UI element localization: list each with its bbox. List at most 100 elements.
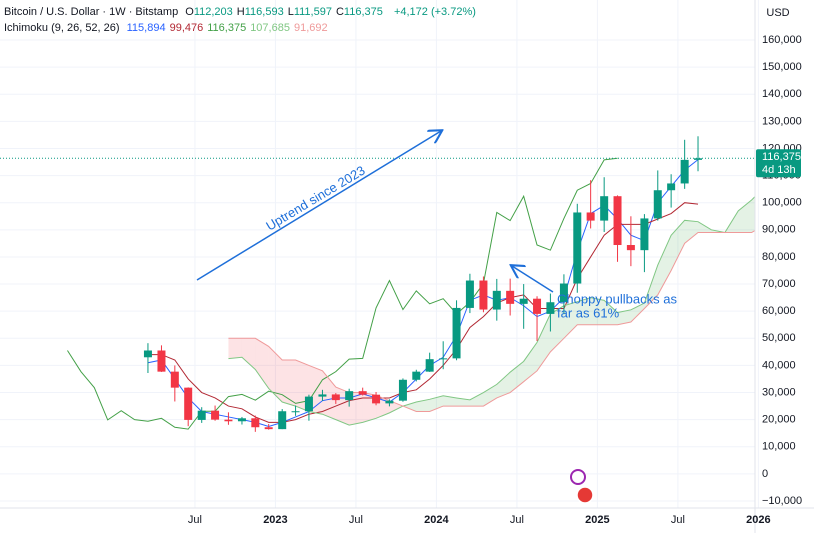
currency: USD xyxy=(766,7,789,19)
cloud-segment xyxy=(228,338,242,359)
cloud-segment xyxy=(671,220,685,271)
candle-body xyxy=(170,371,179,388)
cloud-segment xyxy=(241,338,256,370)
candle-body xyxy=(586,212,595,221)
indicator-value: 115,894 xyxy=(126,22,166,34)
x-tick-label: 2025 xyxy=(585,514,609,526)
change: +4,172 (+3.72%) xyxy=(393,6,476,18)
y-tick-label: 50,000 xyxy=(762,332,796,344)
indicator-value: 99,476 xyxy=(169,22,204,34)
indicator-line xyxy=(67,157,618,430)
y-tick-label: 30,000 xyxy=(762,386,796,398)
candle-body xyxy=(600,196,609,221)
indicator-line xyxy=(228,195,755,426)
x-tick-label: 2026 xyxy=(746,514,770,526)
candle-body xyxy=(278,411,287,430)
cloud-segment xyxy=(630,303,645,323)
indicator-values: 115,894 99,476 116,375 107,685 91,692 xyxy=(127,22,332,34)
indicator-value: 107,685 xyxy=(250,22,290,34)
indicator-line xyxy=(147,202,699,423)
y-tick-label: 10,000 xyxy=(762,441,796,453)
candle-body xyxy=(492,290,501,310)
candle-body xyxy=(143,350,152,358)
cloud-segment xyxy=(657,235,672,295)
annotation: Choppy pullbacks as xyxy=(557,291,677,306)
candle-body xyxy=(211,410,220,420)
y-tick-label: 130,000 xyxy=(762,115,802,127)
y-tick-label: 150,000 xyxy=(762,61,802,73)
cloud-segment xyxy=(698,221,712,233)
ohlc-value: 116,593 xyxy=(244,6,284,18)
ohlc-key: H xyxy=(236,6,245,18)
candle-body xyxy=(626,245,635,251)
event-icon[interactable] xyxy=(576,486,594,504)
candle-body xyxy=(184,387,193,420)
ohlc-key: L xyxy=(287,6,294,18)
cloud-segment xyxy=(563,301,578,339)
y-tick-label: 0 xyxy=(762,468,768,480)
cloud-segment xyxy=(456,397,470,407)
cloud-segment xyxy=(751,196,755,233)
x-tick-label: Jul xyxy=(671,514,685,526)
cloud-segment xyxy=(389,400,403,413)
cloud-segment xyxy=(255,338,269,389)
y-tick-label: 40,000 xyxy=(762,359,796,371)
ohlc-values: O112,203 H116,593 L111,597 C116,375 xyxy=(185,6,387,18)
x-tick-label: 2023 xyxy=(263,514,287,526)
ohlc-key: C xyxy=(335,6,344,18)
cloud-segment xyxy=(577,297,591,325)
event-icon[interactable] xyxy=(570,469,586,485)
candle-body xyxy=(398,379,407,401)
cloud-segment xyxy=(738,199,752,233)
cloud-segment xyxy=(402,402,417,412)
y-tick-label: 80,000 xyxy=(762,251,796,263)
candle-body xyxy=(318,394,327,397)
ohlc-value: 116,375 xyxy=(343,6,383,18)
countdown: 4d 13h xyxy=(762,164,796,176)
ohlc-key: O xyxy=(185,6,194,18)
candle-body xyxy=(237,418,246,422)
cloud-segment xyxy=(604,300,618,325)
x-tick-label: 2024 xyxy=(424,514,449,526)
candle-body xyxy=(694,158,703,160)
candle-body xyxy=(452,307,461,359)
cloud-segment xyxy=(469,392,484,407)
cloud-segment xyxy=(496,372,511,398)
candle-body xyxy=(546,302,555,314)
candle-body xyxy=(264,427,273,430)
cloud-segment xyxy=(268,346,283,403)
candle-body xyxy=(331,394,340,401)
y-tick-label: 160,000 xyxy=(762,34,802,46)
candle-body xyxy=(304,396,313,412)
candle-body xyxy=(157,350,166,372)
cloud-segment xyxy=(282,359,296,407)
cloud-segment xyxy=(510,361,524,393)
candle-body xyxy=(506,290,515,304)
candle-body xyxy=(385,400,394,404)
candle-body xyxy=(251,418,260,428)
x-tick-label: Jul xyxy=(510,514,524,526)
candle-body xyxy=(465,280,474,308)
cloud-segment xyxy=(617,309,631,325)
indicator-name: Ichimoku (9, 26, 52, 26) xyxy=(4,22,120,34)
last-price-tag xyxy=(756,149,801,178)
annotation: Uptrend since 2023 xyxy=(263,163,367,234)
candle-body xyxy=(680,159,689,184)
candle-body xyxy=(533,298,542,314)
candle-body xyxy=(412,371,421,380)
annotation-arrow xyxy=(512,266,554,293)
candle-body xyxy=(640,218,649,251)
cloud-segment xyxy=(483,384,497,407)
candle-body xyxy=(345,391,354,401)
x-tick-label: Jul xyxy=(188,514,202,526)
candle-body xyxy=(573,212,582,284)
annotation: far as 61% xyxy=(557,305,620,320)
y-tick-label: 140,000 xyxy=(762,88,802,100)
candle-body xyxy=(425,359,434,372)
y-tick-label: −10,000 xyxy=(762,495,802,507)
y-tick-label: 100,000 xyxy=(762,197,802,209)
y-tick-label: 60,000 xyxy=(762,305,796,317)
last-price-label: 116,375 xyxy=(762,151,801,163)
